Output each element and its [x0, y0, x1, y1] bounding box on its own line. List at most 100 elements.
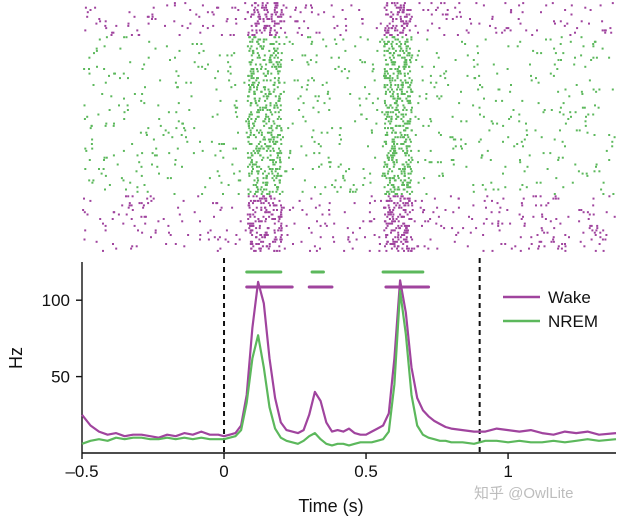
spike-dot: [277, 52, 280, 55]
spike-dot: [334, 179, 337, 182]
spike-dot: [398, 147, 401, 150]
spike-dot: [427, 9, 430, 11]
spike-dot: [219, 149, 222, 152]
spike-dot: [543, 231, 546, 234]
spike-dot: [399, 49, 402, 52]
spike-dot: [392, 238, 394, 241]
spike-dot: [392, 24, 395, 27]
spike-dot: [404, 59, 407, 61]
spike-dot: [171, 136, 174, 139]
spike-dot: [421, 65, 424, 68]
spike-dot: [464, 143, 467, 145]
spike-dot: [535, 181, 538, 184]
spike-dot: [405, 22, 408, 25]
spike-dot: [400, 24, 403, 27]
spike-dot: [256, 129, 258, 132]
spike-dot: [276, 249, 278, 252]
spike-dot: [395, 124, 398, 127]
spike-dot: [272, 159, 275, 161]
spike-dot: [409, 186, 412, 189]
spike-dot: [391, 36, 394, 39]
spike-dot: [315, 31, 318, 34]
spike-dot: [319, 224, 322, 227]
spike-dot: [258, 97, 261, 100]
spike-dot: [370, 220, 373, 223]
spike-dot: [408, 193, 411, 195]
spike-dot: [234, 106, 237, 109]
spike-dot: [198, 52, 201, 55]
spike-dot: [405, 236, 408, 239]
spike-dot: [304, 54, 307, 57]
spike-dot: [400, 206, 403, 209]
spike-dot: [396, 115, 399, 118]
spike-dot: [392, 97, 395, 100]
spike-dot: [518, 120, 521, 123]
spike-dot: [258, 238, 261, 241]
spike-dot: [262, 240, 265, 243]
spike-dot: [266, 145, 269, 148]
spike-dot: [384, 163, 387, 166]
spike-dot: [102, 168, 105, 170]
spike-dot: [133, 15, 136, 18]
spike-dot: [273, 231, 276, 234]
spike-dot: [587, 113, 590, 116]
spike-dot: [317, 95, 320, 98]
spike-dot: [300, 34, 303, 36]
spike-dot: [247, 222, 250, 225]
spike-dot: [390, 247, 393, 250]
spike-dot: [278, 193, 281, 195]
spike-dot: [601, 20, 604, 23]
spike-dot: [250, 247, 253, 250]
spike-dot: [89, 127, 92, 130]
spike-dot: [390, 231, 392, 234]
spike-dot: [405, 81, 407, 84]
spike-dot: [237, 193, 240, 195]
spike-dot: [273, 106, 276, 109]
spike-dot: [364, 61, 366, 64]
spike-dot: [504, 186, 507, 189]
spike-dot: [402, 9, 405, 11]
spike-dot: [404, 40, 407, 43]
spike-dot: [404, 204, 407, 207]
spike-dot: [148, 40, 151, 43]
spike-dot: [392, 220, 395, 223]
spike-dot: [261, 2, 264, 5]
spike-dot: [125, 36, 128, 39]
spike-dot: [523, 138, 526, 141]
spike-dot: [273, 81, 276, 84]
spike-dot: [233, 52, 236, 55]
spike-dot: [269, 102, 272, 105]
spike-dot: [166, 4, 169, 7]
spike-dot: [259, 109, 262, 111]
spike-dot: [396, 70, 399, 73]
spike-dot: [386, 131, 389, 134]
spike-dot: [567, 118, 570, 120]
spike-dot: [319, 236, 322, 239]
spike-dot: [278, 81, 281, 84]
spike-dot: [247, 95, 249, 98]
spike-dot: [285, 6, 288, 9]
spike-dot: [510, 84, 512, 86]
spike-dot: [275, 65, 278, 68]
spike-dot: [262, 147, 265, 150]
spike-dot: [232, 34, 235, 36]
spike-dot: [422, 9, 425, 11]
spike-dot: [481, 154, 484, 157]
spike-dot: [368, 93, 371, 95]
spike-dot: [206, 27, 209, 30]
spike-dot: [386, 199, 389, 202]
spike-dot: [553, 47, 556, 50]
spike-dot: [273, 136, 276, 139]
spike-dot: [408, 77, 411, 80]
spike-dot: [158, 172, 160, 175]
spike-dot: [603, 29, 606, 32]
spike-dot: [392, 186, 395, 189]
spike-dot: [409, 70, 412, 73]
spike-dot: [608, 56, 611, 59]
spike-dot: [519, 249, 522, 252]
spike-dot: [246, 99, 249, 102]
spike-dot: [276, 47, 279, 50]
spike-dot: [248, 136, 250, 139]
spike-dot: [586, 211, 589, 214]
spike-dot: [114, 72, 116, 75]
